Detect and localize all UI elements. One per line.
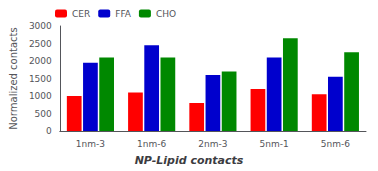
svg-text:500: 500 [35, 109, 52, 119]
svg-text:1000: 1000 [29, 91, 52, 101]
svg-text:5nm-6: 5nm-6 [321, 139, 350, 149]
svg-text:Normalized contacts: Normalized contacts [8, 27, 19, 130]
svg-text:0: 0 [46, 126, 52, 136]
svg-text:NP-Lipid contacts: NP-Lipid contacts [135, 154, 244, 167]
svg-text:1nm-3: 1nm-3 [76, 139, 105, 149]
svg-text:CHO: CHO [156, 9, 176, 19]
svg-text:CER: CER [72, 9, 90, 19]
svg-text:3000: 3000 [29, 21, 52, 31]
svg-text:5nm-1: 5nm-1 [260, 139, 289, 149]
svg-text:2500: 2500 [29, 39, 52, 49]
svg-text:1nm-6: 1nm-6 [137, 139, 166, 149]
svg-text:2nm-3: 2nm-3 [198, 139, 227, 149]
svg-text:FFA: FFA [115, 9, 132, 19]
svg-text:1500: 1500 [29, 74, 52, 84]
svg-text:2000: 2000 [29, 56, 52, 66]
